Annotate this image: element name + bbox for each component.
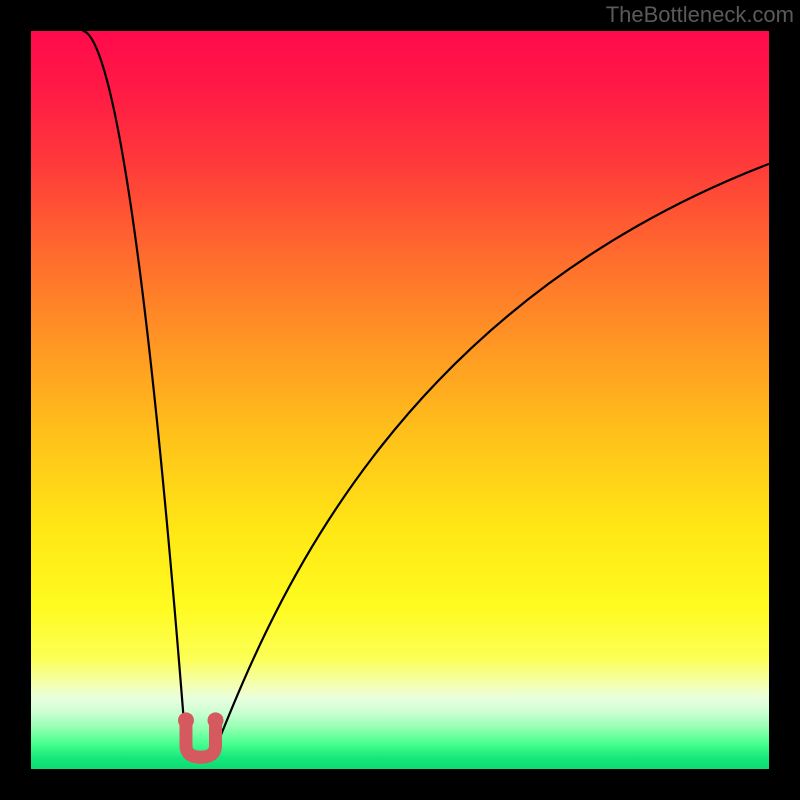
gradient-background [31,31,769,769]
watermark-text: TheBottleneck.com [606,2,794,28]
plot-area [31,31,769,769]
chart-root [0,0,800,800]
